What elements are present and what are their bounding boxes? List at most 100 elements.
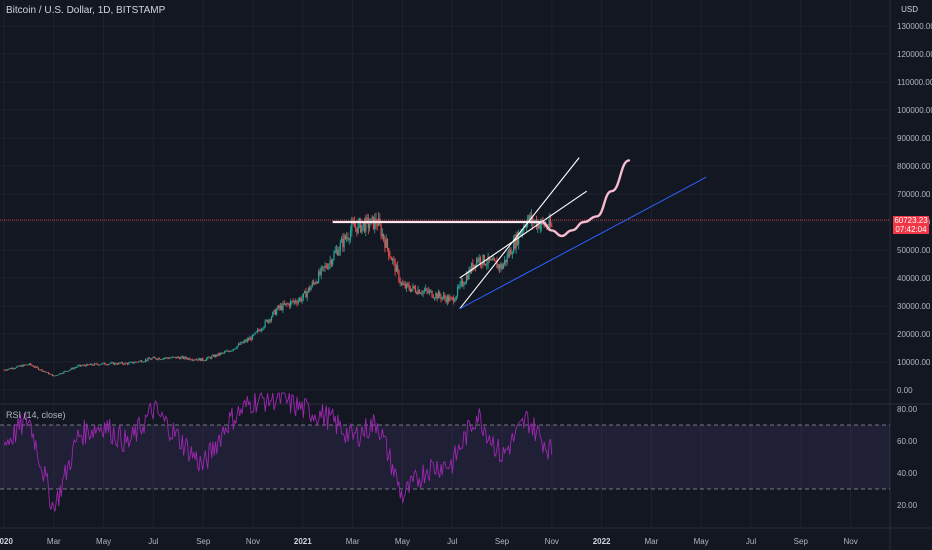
candle-body xyxy=(512,239,515,254)
candle-body xyxy=(84,365,87,367)
candle-body xyxy=(525,226,527,227)
candle-body xyxy=(273,309,275,312)
candle-body xyxy=(412,285,414,289)
candle-body xyxy=(381,233,383,237)
candle-body xyxy=(41,369,43,372)
time-tick-label: Sep xyxy=(196,537,211,546)
candle-body xyxy=(53,375,55,377)
candle-body xyxy=(36,366,38,368)
candle-body xyxy=(511,253,513,255)
candle-body xyxy=(390,257,392,261)
candle-body xyxy=(398,270,400,282)
candle-body xyxy=(19,365,22,367)
candle-body xyxy=(67,371,69,372)
candle-body xyxy=(293,300,296,302)
candle-body xyxy=(16,366,18,368)
candle-body xyxy=(288,303,290,307)
candle-body xyxy=(282,303,284,311)
candle-body xyxy=(58,374,60,376)
candle-body xyxy=(138,361,140,363)
candle-body xyxy=(464,282,466,285)
candle-body xyxy=(69,369,71,371)
candle-body xyxy=(306,291,308,298)
candle-body xyxy=(411,288,413,292)
candle-body xyxy=(264,320,266,327)
candle-body xyxy=(118,362,120,365)
candle-body xyxy=(320,267,322,275)
candle-body xyxy=(65,371,68,372)
candle-body xyxy=(198,358,200,361)
candle-body xyxy=(90,363,92,365)
candle-body xyxy=(140,360,143,363)
candle-body xyxy=(14,367,17,369)
candle-body xyxy=(347,237,349,240)
price-tick-label: 20000.00 xyxy=(897,330,931,339)
candle-body xyxy=(56,374,59,376)
candle-body xyxy=(170,357,172,359)
candle-body xyxy=(477,258,479,262)
candle-body xyxy=(70,368,73,370)
rsi-tick-label: 20.00 xyxy=(897,501,918,510)
candle-body xyxy=(432,297,434,299)
candle-body xyxy=(358,219,361,223)
candle-body xyxy=(487,256,489,265)
price-tick-label: 10000.00 xyxy=(897,358,931,367)
candle-body xyxy=(194,359,196,361)
candle-body xyxy=(408,285,410,290)
candle-body xyxy=(302,293,304,299)
candle-body xyxy=(189,358,191,360)
candle-body xyxy=(263,326,265,329)
candle-body xyxy=(216,354,218,356)
candle-body xyxy=(142,361,144,363)
time-tick-label: Sep xyxy=(794,537,809,546)
candle-body xyxy=(219,353,222,355)
candle-body xyxy=(83,364,85,366)
candle-body xyxy=(101,363,103,365)
candle-body xyxy=(276,309,278,315)
candle-body xyxy=(483,254,485,265)
candle-body xyxy=(549,219,552,226)
candle-body xyxy=(228,351,231,353)
candle-series xyxy=(0,208,890,377)
time-tick-label: Mar xyxy=(346,537,360,546)
chart-title: Bitcoin / U.S. Dollar, 1D, BITSTAMP xyxy=(6,5,166,16)
candle-body xyxy=(436,293,438,299)
candle-body xyxy=(22,364,24,367)
candle-body xyxy=(262,328,264,330)
candle-body xyxy=(51,374,54,376)
candle-body xyxy=(470,263,473,273)
candle-body xyxy=(416,292,418,294)
candle-body xyxy=(423,290,426,292)
candle-body xyxy=(407,283,409,286)
candle-body xyxy=(186,358,189,360)
rsi-tick-label: 40.00 xyxy=(897,469,918,478)
candle-body xyxy=(161,359,163,360)
candle-body xyxy=(328,264,330,269)
candle-body xyxy=(209,357,211,359)
candle-body xyxy=(510,249,512,255)
candle-body xyxy=(493,258,496,261)
candle-body xyxy=(360,219,362,233)
candle-body xyxy=(59,373,61,375)
candle-body xyxy=(81,365,83,367)
candle-body xyxy=(365,217,367,232)
price-tick-label: 110000.00 xyxy=(897,78,932,87)
candle-body xyxy=(11,368,13,369)
candle-body xyxy=(551,225,553,227)
candle-body xyxy=(458,287,460,288)
candle-body xyxy=(482,254,484,265)
candle-body xyxy=(12,368,14,369)
candle-body xyxy=(269,319,271,321)
time-tick-label: May xyxy=(96,537,111,546)
candle-body xyxy=(529,215,531,222)
candle-body xyxy=(380,224,382,237)
candle-body xyxy=(253,334,255,336)
candle-body xyxy=(268,319,270,323)
candle-body xyxy=(72,368,74,370)
candle-body xyxy=(204,360,206,361)
candle-body xyxy=(395,265,397,272)
candle-body xyxy=(491,259,493,261)
candle-body xyxy=(384,239,386,248)
candle-body xyxy=(343,235,345,248)
